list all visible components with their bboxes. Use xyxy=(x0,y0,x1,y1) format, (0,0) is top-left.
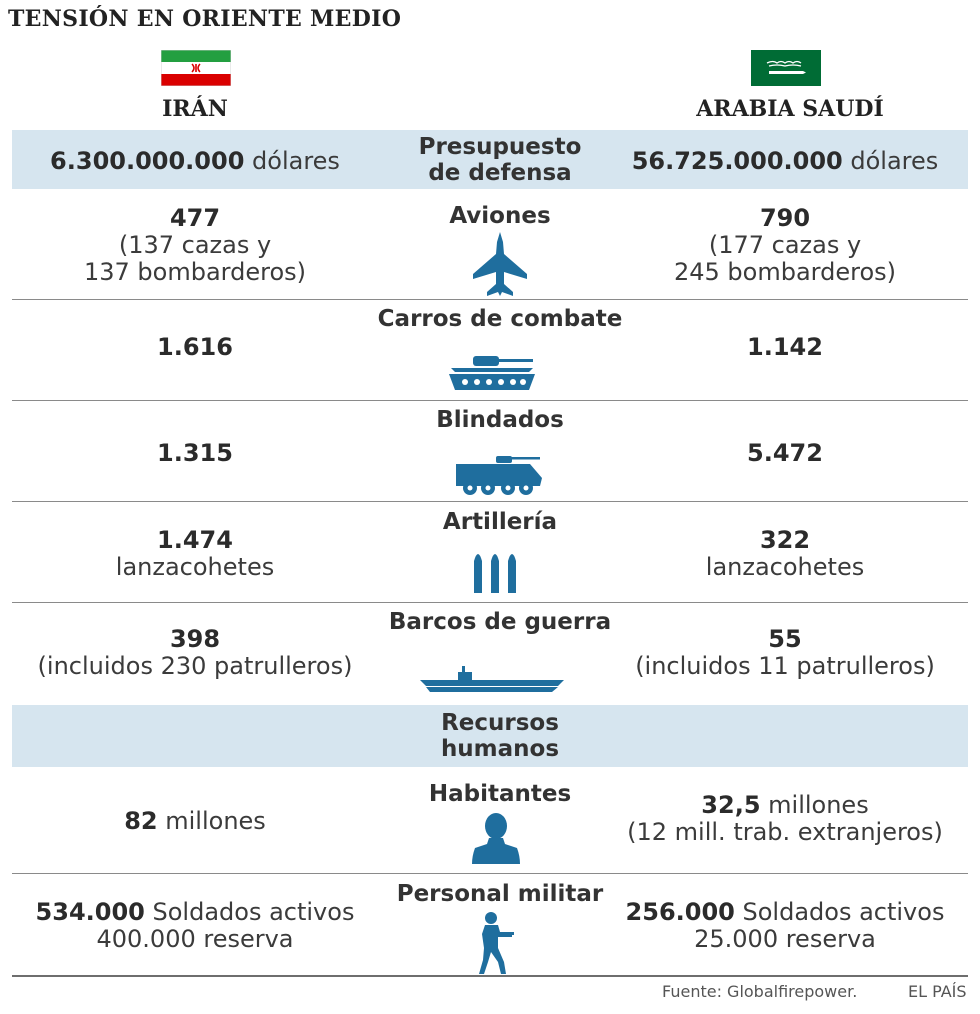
saudi-flag-icon xyxy=(751,50,821,86)
source-note: Fuente: Globalfirepower. xyxy=(662,982,858,1001)
iran-population-unit: millones xyxy=(165,807,266,835)
row-divider xyxy=(12,501,968,502)
saudi-ships-detail: (incluidos 11 patrulleros) xyxy=(635,652,935,680)
saudi-budget-unit: dólares xyxy=(850,147,939,175)
saudi-budget: 56.725.000.000 dólares xyxy=(610,148,960,175)
iran-budget-value: 6.300.000.000 xyxy=(50,147,245,175)
row-divider xyxy=(12,602,968,603)
iran-ships-value: 398 xyxy=(169,625,221,653)
saudi-military-unit: Soldados activos xyxy=(742,898,945,926)
saudi-tanks: 1.142 xyxy=(610,334,960,361)
iran-armored-value: 1.315 xyxy=(157,439,233,467)
fighter-jet-icon xyxy=(473,232,527,296)
saudi-population-unit: millones xyxy=(768,791,869,819)
rockets-icon xyxy=(474,554,516,593)
iran-artillery-value: 1.474 xyxy=(157,526,233,554)
iran-budget: 6.300.000.000 dólares xyxy=(20,148,370,175)
iran-military-unit: Soldados activos xyxy=(152,898,355,926)
iran-budget-unit: dólares xyxy=(252,147,340,175)
armored-label: Blindados xyxy=(436,407,564,433)
iran-armored: 1.315 xyxy=(20,440,370,467)
iran-artillery-detail: lanzacohetes xyxy=(115,553,275,581)
military-label: Personal militar xyxy=(396,881,604,907)
iran-population-value: 82 xyxy=(124,807,158,835)
iran-ships-detail: (incluidos 230 patrulleros) xyxy=(37,652,353,680)
budget-label: Presupuesto de defensa xyxy=(418,134,582,186)
infographic-title: TENSIÓN EN ORIENTE MEDIO xyxy=(8,6,402,32)
iran-artillery: 1.474 lanzacohetes xyxy=(20,527,370,581)
saudi-military: 256.000 Soldados activos 25.000 reserva xyxy=(610,899,960,953)
saudi-military-value: 256.000 xyxy=(625,898,735,926)
aircraft-label: Aviones xyxy=(449,203,551,229)
saudi-artillery-detail: lanzacohetes xyxy=(705,553,865,581)
human-resources-row-background xyxy=(12,705,968,767)
saudi-population-detail: (12 mill. trab. extranjeros) xyxy=(627,818,943,846)
saudi-ships: 55 (incluidos 11 patrulleros) xyxy=(610,626,960,680)
iran-ships: 398 (incluidos 230 patrulleros) xyxy=(20,626,370,680)
iran-flag-icon xyxy=(161,50,231,86)
saudi-armored: 5.472 xyxy=(610,440,960,467)
row-divider xyxy=(12,873,968,874)
iran-military-value: 534.000 xyxy=(35,898,145,926)
saudi-aircraft-value: 790 xyxy=(759,204,811,232)
human-resources-label: Recursos humanos xyxy=(440,710,560,762)
saudi-ships-value: 55 xyxy=(768,625,802,653)
budget-row-background xyxy=(12,130,968,189)
saudi-aircraft: 790 (177 cazas y 245 bombarderos) xyxy=(610,205,960,286)
iran-military-reserve: 400.000 reserva xyxy=(96,925,294,953)
brand-credit: EL PAÍS xyxy=(908,982,967,1001)
saudi-aircraft-detail-1: (177 cazas y xyxy=(708,231,862,259)
saudi-armored-value: 5.472 xyxy=(747,439,823,467)
soldier-icon xyxy=(479,912,514,974)
iran-aircraft-detail-1: (137 cazas y xyxy=(118,231,272,259)
iran-aircraft-detail-2: 137 bombarderos) xyxy=(83,258,306,286)
iran-population: 82 millones xyxy=(20,808,370,835)
ships-label: Barcos de guerra xyxy=(388,609,612,635)
iran-aircraft-value: 477 xyxy=(169,204,221,232)
iran-military: 534.000 Soldados activos 400.000 reserva xyxy=(20,899,370,953)
row-divider xyxy=(12,400,968,401)
left-country-name: IRÁN xyxy=(162,96,228,122)
saudi-budget-value: 56.725.000.000 xyxy=(631,147,843,175)
saudi-population: 32,5 millones (12 mill. trab. extranjero… xyxy=(610,792,960,846)
row-divider xyxy=(12,299,968,300)
tank-icon xyxy=(449,356,535,390)
iran-tanks-value: 1.616 xyxy=(157,333,233,361)
armored-vehicle-icon xyxy=(456,456,542,495)
population-label: Habitantes xyxy=(428,781,572,807)
saudi-artillery-value: 322 xyxy=(759,526,811,554)
iran-tanks: 1.616 xyxy=(20,334,370,361)
saudi-tanks-value: 1.142 xyxy=(747,333,823,361)
saudi-artillery: 322 lanzacohetes xyxy=(610,527,960,581)
iran-aircraft: 477 (137 cazas y 137 bombarderos) xyxy=(20,205,370,286)
person-bust-icon xyxy=(472,813,520,864)
right-country-name: ARABIA SAUDÍ xyxy=(696,96,884,122)
warship-icon xyxy=(420,666,564,692)
saudi-population-value: 32,5 xyxy=(701,791,761,819)
saudi-military-reserve: 25.000 reserva xyxy=(694,925,876,953)
artillery-label: Artillería xyxy=(442,509,558,535)
saudi-aircraft-detail-2: 245 bombarderos) xyxy=(673,258,896,286)
tanks-label: Carros de combate xyxy=(377,306,623,332)
bottom-rule xyxy=(12,975,968,977)
